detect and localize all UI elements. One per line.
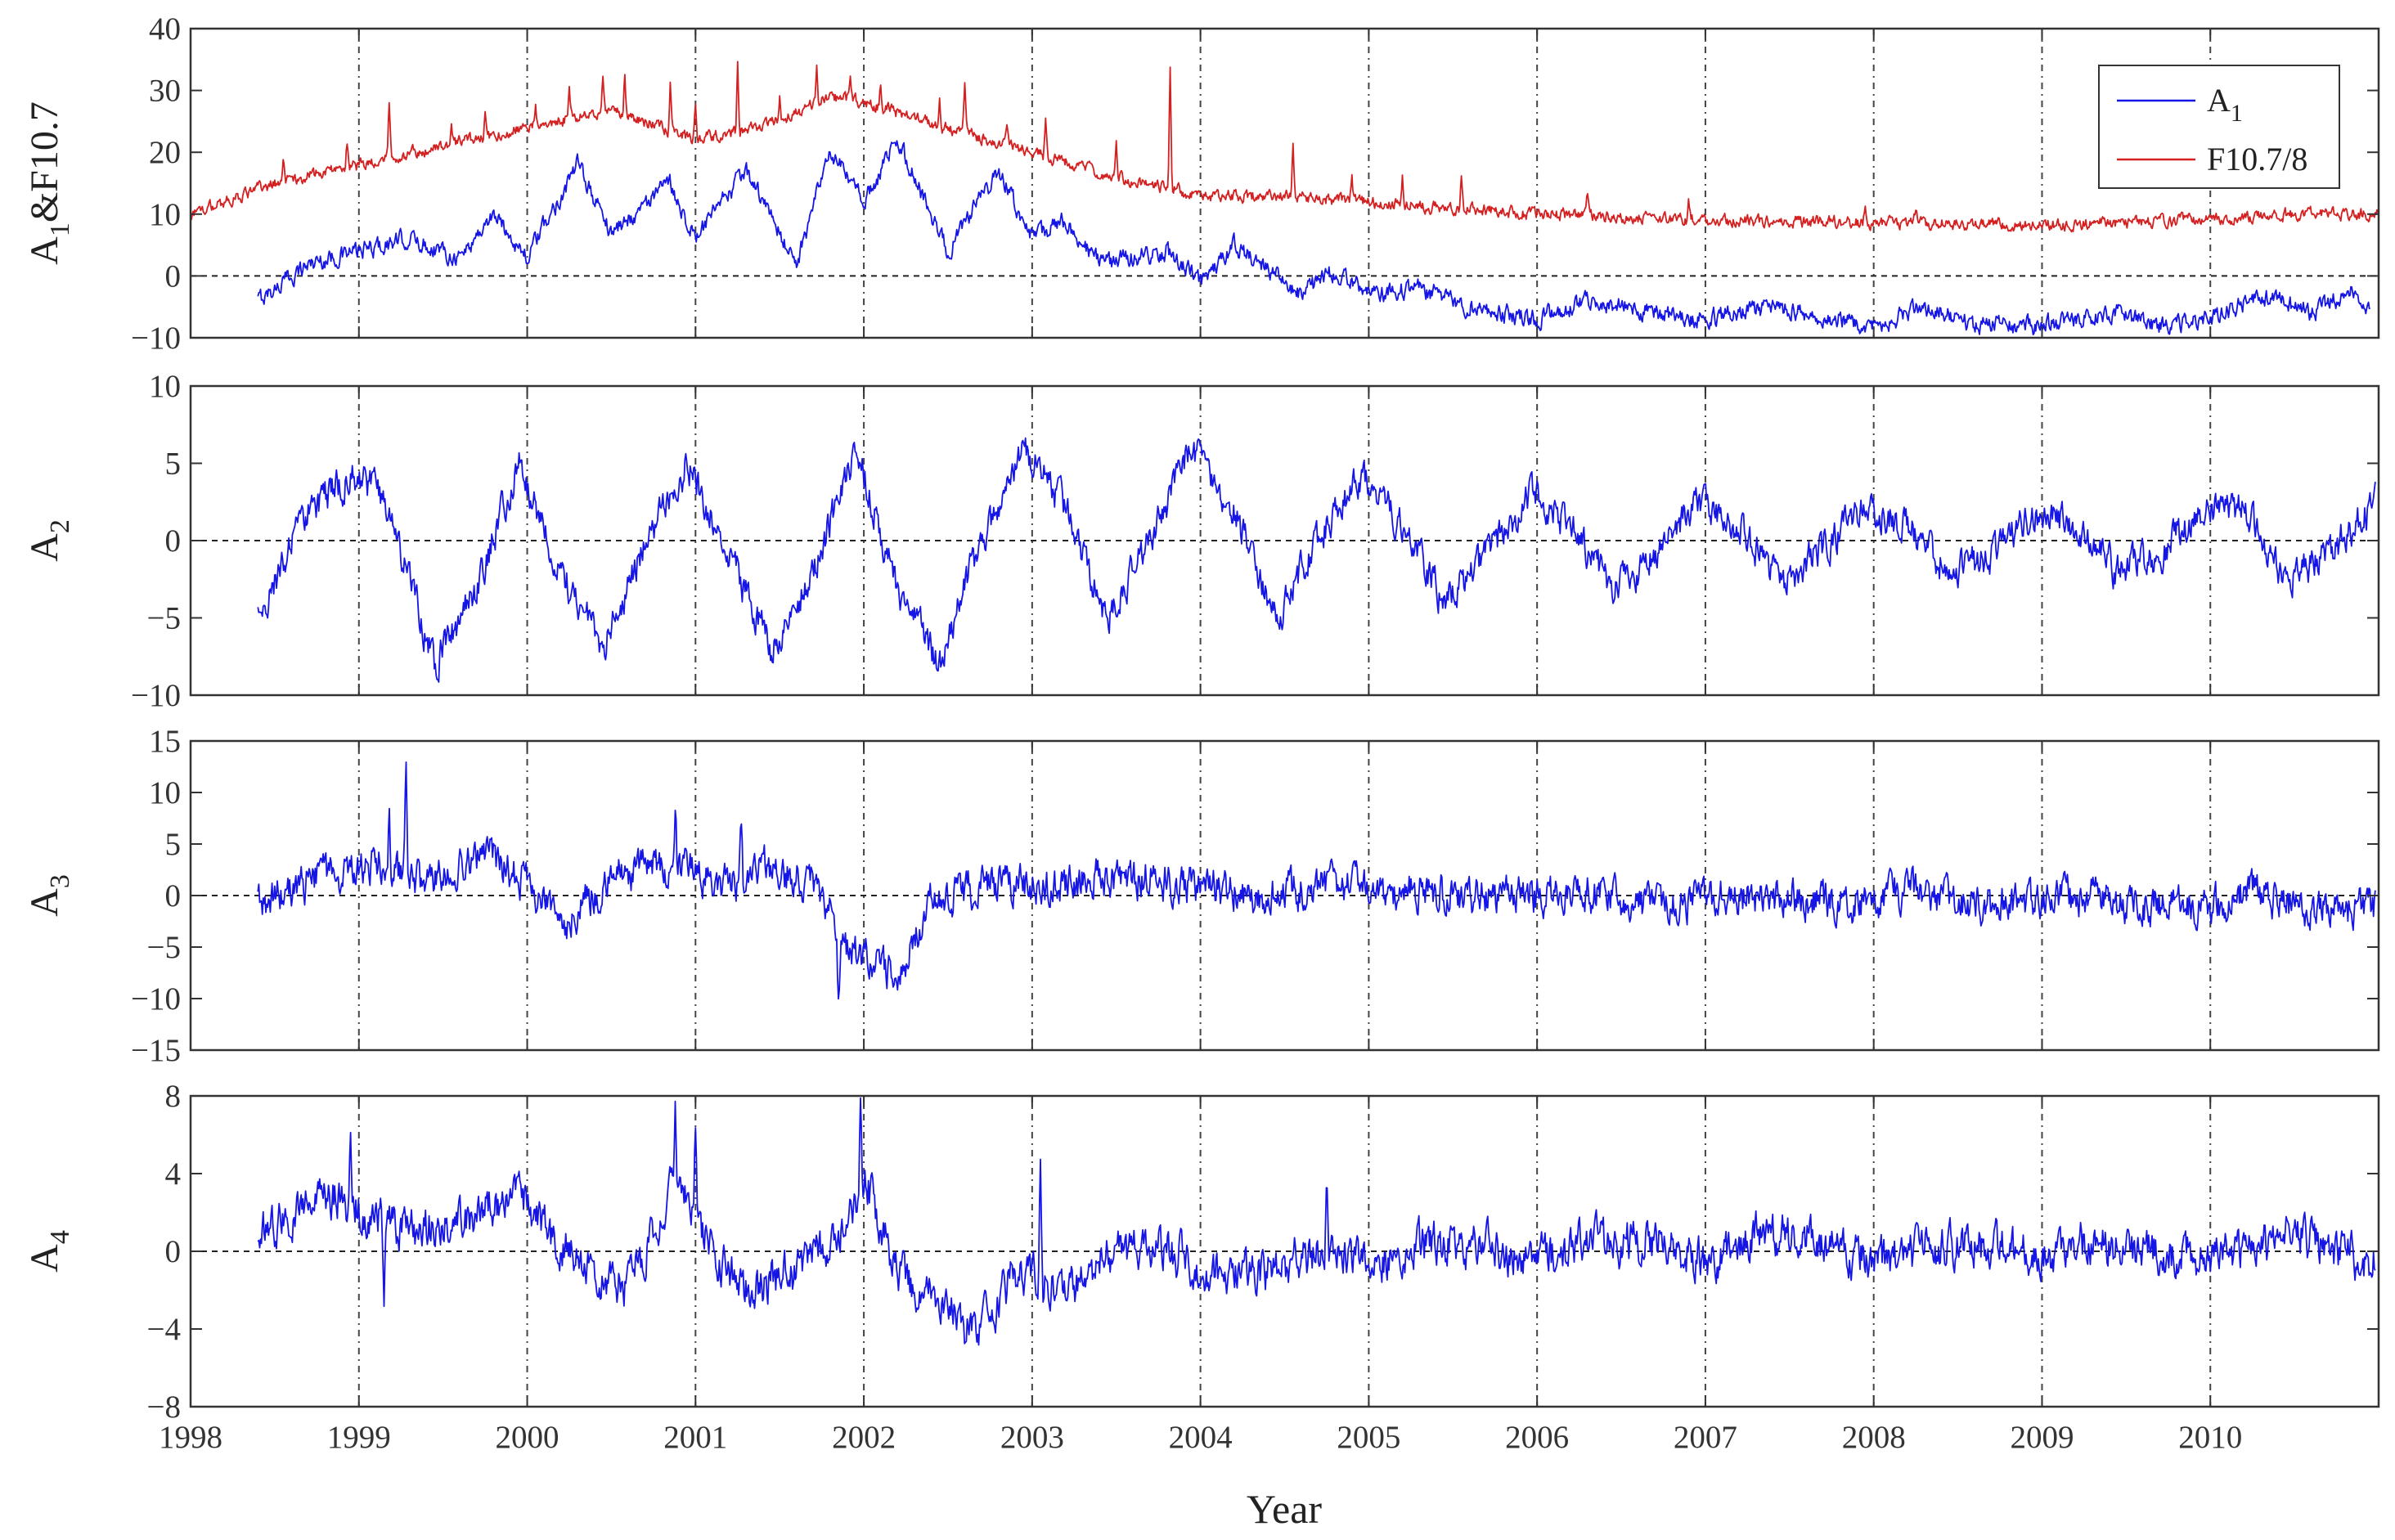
x-tick-label: 2001 (663, 1420, 727, 1455)
y-tick-label: −5 (147, 601, 182, 636)
series-line-F10-7-8 (191, 61, 2379, 233)
axes-box (189, 27, 2380, 339)
y-tick-label: 0 (165, 1234, 182, 1269)
y-tick-label: −8 (147, 1390, 182, 1425)
x-tick-label: 1998 (159, 1420, 222, 1455)
y-tick-label: 0 (165, 523, 182, 559)
panels: −10010203040A1&F10.7A1F10.7/8−10−50510A2… (23, 11, 2380, 1455)
y-tick-label: 0 (165, 258, 182, 294)
y-tick-label: 5 (165, 827, 182, 862)
legend-entry-label: F10.7/8 (2207, 141, 2307, 177)
y-tick-label: 30 (149, 74, 181, 109)
y-axis-label: A4 (23, 1230, 75, 1273)
panel-4: −8 −4 0 4 8 A4 1998 1999 2000 2001 2002 2003 2004 200… (23, 1079, 2380, 1455)
x-tick-label: 2000 (496, 1420, 559, 1455)
x-tick-label: 2005 (1337, 1420, 1400, 1455)
y-tick-label: 20 (149, 135, 181, 170)
x-tick-label: 2006 (1505, 1420, 1569, 1455)
panel-1: −10 0 10 20 30 40 A1&F10.7 A1 F10.7/8 (23, 11, 2380, 356)
y-tick-label: 4 (165, 1156, 182, 1192)
x-tick-label: 2010 (2178, 1420, 2242, 1455)
x-tick-label: 2004 (1169, 1420, 1233, 1455)
y-tick-label: −5 (147, 930, 182, 965)
series-line-A1 (257, 140, 2371, 336)
x-tick-label: 2002 (832, 1420, 896, 1455)
x-tick-label: 2009 (2010, 1420, 2074, 1455)
legend-entry-label: A1 (2207, 82, 2243, 127)
y-tick-label: 10 (149, 197, 181, 232)
y-tick-label: 5 (165, 447, 182, 482)
y-tick-label: −4 (147, 1312, 182, 1347)
y-axis-label: A1&F10.7 (23, 101, 75, 265)
y-tick-label: −10 (131, 678, 181, 713)
y-tick-label: 10 (149, 369, 181, 404)
panel-3: −15 −10 −5 0 5 10 15 A3 (23, 724, 2380, 1068)
panel-2: −10 −5 0 5 10 A2 (23, 369, 2380, 713)
y-axis-label: A2 (23, 519, 75, 562)
y-tick-label: −15 (131, 1033, 181, 1068)
y-tick-label: 8 (165, 1079, 182, 1114)
x-tick-label: 2003 (1000, 1420, 1064, 1455)
y-tick-label: 10 (149, 775, 181, 810)
y-tick-label: 40 (149, 11, 181, 47)
series-line-A4 (257, 1097, 2376, 1346)
x-axis-label: Year (1247, 1486, 1322, 1532)
series-line-A3 (257, 761, 2376, 1000)
y-axis-label: A3 (23, 874, 75, 917)
legend-box (2098, 65, 2340, 189)
legend: A1 F10.7/8 (2098, 65, 2340, 189)
x-tick-label: 1999 (327, 1420, 391, 1455)
x-tick-label: 2007 (1674, 1420, 1737, 1455)
x-tick-label: 2008 (1842, 1420, 1906, 1455)
y-tick-label: −10 (131, 321, 181, 356)
series-line-A2 (257, 437, 2376, 683)
y-tick-label: 0 (165, 878, 182, 914)
y-tick-label: 15 (149, 724, 181, 759)
y-tick-label: −10 (131, 981, 181, 1017)
